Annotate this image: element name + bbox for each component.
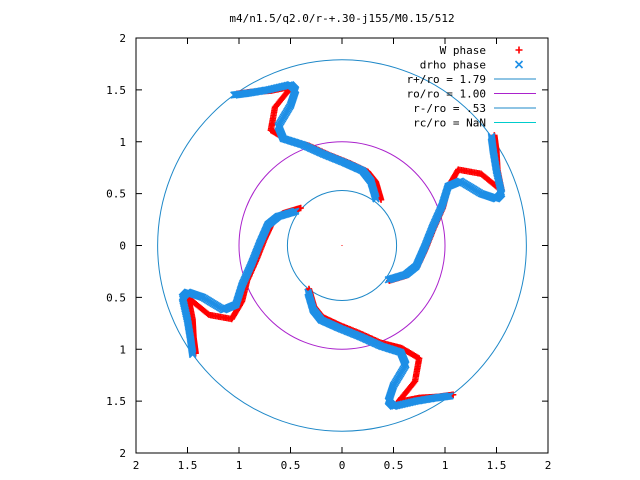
y-tick-label-1: 1.5 <box>106 395 126 408</box>
y-tick-label-6: 1 <box>119 136 126 149</box>
x-tick-label-1: 1.5 <box>178 459 198 472</box>
x-tick-label-5: 0.5 <box>384 459 404 472</box>
point-1-0-182 <box>230 91 238 99</box>
legend-label-1: drho phase <box>420 59 486 72</box>
series-0 <box>185 83 505 406</box>
x-tick-label-2: 1 <box>236 459 243 472</box>
radius-circles <box>157 59 527 432</box>
series-1 <box>178 80 506 411</box>
legend-swatch-0 <box>515 46 523 54</box>
legend-label-4: r-/ro = .53 <box>413 102 486 115</box>
legend-swatch-1 <box>514 60 524 69</box>
y-tick-label-2: 1 <box>119 343 126 356</box>
axis-ticks: 2 1.5 1 0.5 0 0.5 1 1.5 221.510.500.511.52 <box>106 32 551 472</box>
chart-title: m4/n1.5/q2.0/r-+.30-j155/M0.15/512 <box>229 12 454 25</box>
legend-label-5: rc/ro = NaN <box>413 117 486 130</box>
x-tick-label-3: 0.5 <box>281 459 301 472</box>
circle-2 <box>157 59 527 432</box>
x-tick-label-0: 2 <box>133 459 140 472</box>
phase-series <box>178 80 506 411</box>
circle-4 <box>286 190 398 301</box>
point-1-3-182 <box>188 350 197 359</box>
legend-label-3: ro/ro = 1.00 <box>407 88 486 101</box>
y-tick-label-8: 2 <box>119 32 126 45</box>
x-tick-label-7: 1.5 <box>487 459 507 472</box>
y-tick-label-5: 0.5 <box>106 188 126 201</box>
legend-label-0: W phase <box>440 44 486 57</box>
point-1-2-182 <box>446 392 454 400</box>
point-1-1-182 <box>487 132 496 141</box>
y-tick-label-3: 0.5 <box>106 291 126 304</box>
y-tick-label-7: 1.5 <box>106 84 126 97</box>
y-tick-label-0: 2 <box>119 447 126 460</box>
circle-3 <box>238 141 446 350</box>
origin-dot <box>341 245 343 246</box>
x-tick-label-6: 1 <box>442 459 449 472</box>
x-tick-label-4: 0 <box>339 459 346 472</box>
legend-label-2: r+/ro = 1.79 <box>407 73 486 86</box>
y-tick-label-4: 0 <box>119 240 126 253</box>
x-tick-label-8: 2 <box>545 459 552 472</box>
